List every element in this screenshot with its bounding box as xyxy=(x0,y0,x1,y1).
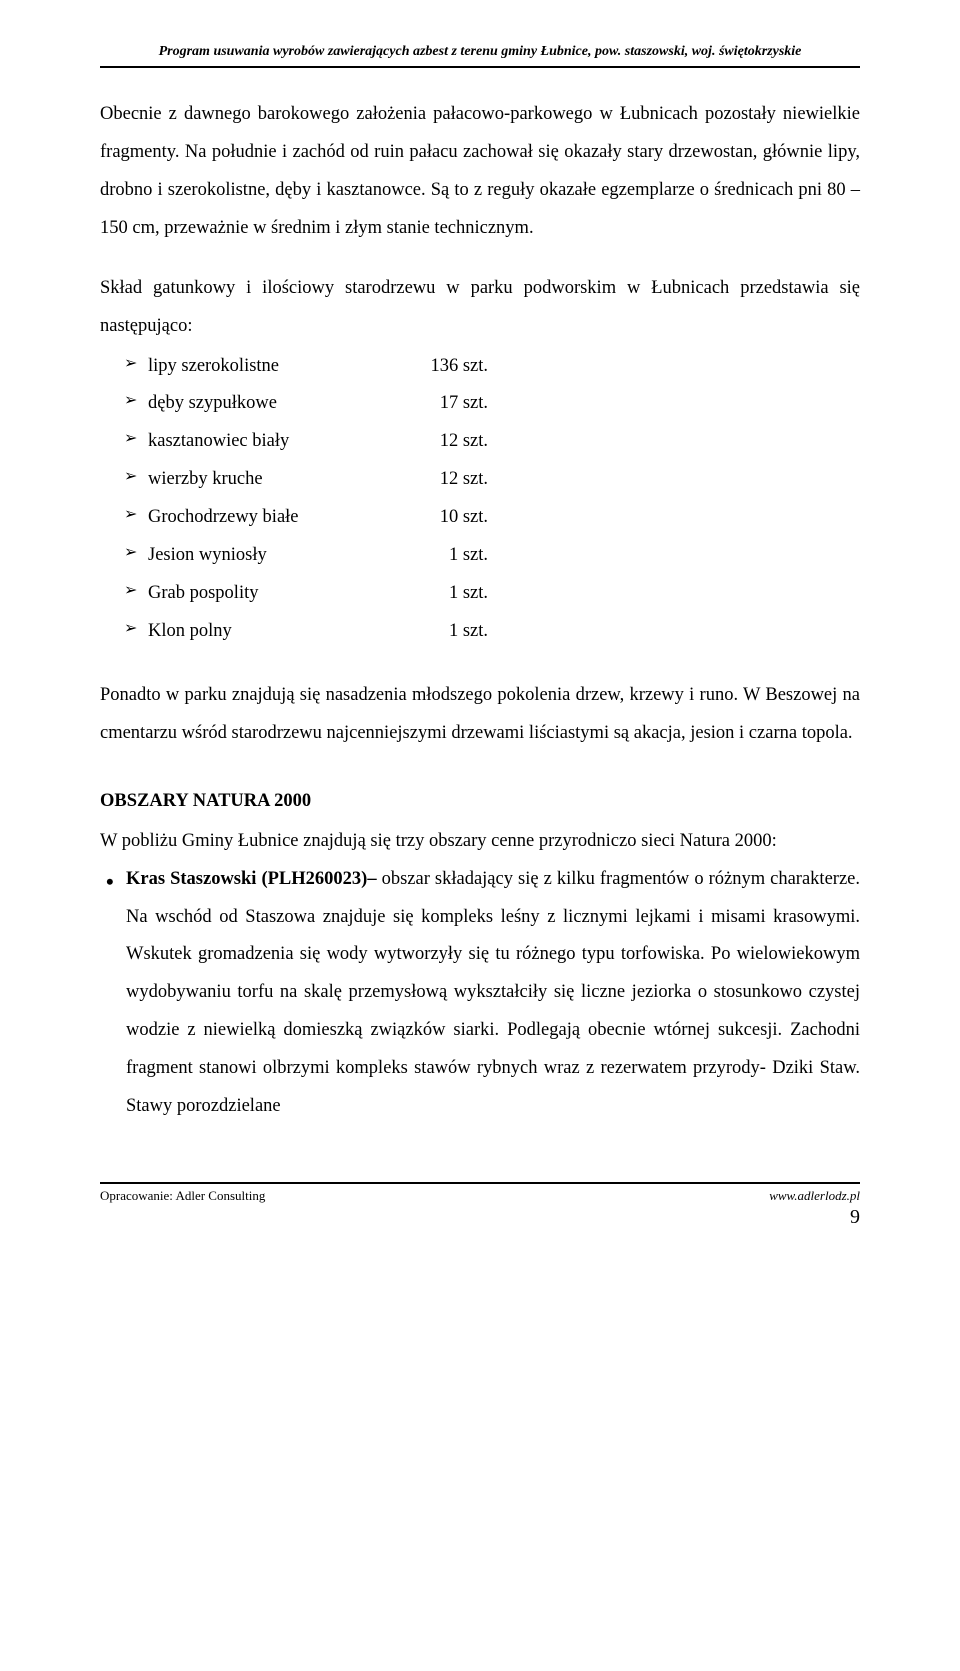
page-footer: Opracowanie: Adler Consulting www.adlerl… xyxy=(100,1182,860,1229)
species-list-intro: Skład gatunkowy i ilościowy starodrzewu … xyxy=(100,270,860,346)
list-item: Klon polny1 szt. xyxy=(124,613,860,651)
species-name: kasztanowiec biały xyxy=(148,423,408,461)
list-item: dęby szypułkowe17 szt. xyxy=(124,385,860,423)
paragraph-3: Ponadto w parku znajdują się nasadzenia … xyxy=(100,677,860,753)
natura-item-lead: Kras Staszowski (PLH260023)– xyxy=(126,869,377,889)
species-count: 10 szt. xyxy=(408,499,488,537)
species-name: Klon polny xyxy=(148,613,408,651)
natura-item-text: obszar składający się z kilku fragmentów… xyxy=(126,869,860,1117)
footer-right: www.adlerlodz.pl 9 xyxy=(769,1188,860,1229)
species-list: lipy szerokolistne136 szt. dęby szypułko… xyxy=(124,348,860,651)
footer-credit: Opracowanie: Adler Consulting xyxy=(100,1188,265,1204)
footer-url: www.adlerlodz.pl xyxy=(769,1188,860,1204)
list-item: Grab pospolity1 szt. xyxy=(124,575,860,613)
species-count: 17 szt. xyxy=(408,385,488,423)
document-body: Obecnie z dawnego barokowego założenia p… xyxy=(100,96,860,1126)
list-item: Kras Staszowski (PLH260023)– obszar skła… xyxy=(102,861,860,1126)
species-count: 12 szt. xyxy=(408,423,488,461)
natura-list: Kras Staszowski (PLH260023)– obszar skła… xyxy=(102,861,860,1126)
species-count: 136 szt. xyxy=(408,348,488,386)
list-item: lipy szerokolistne136 szt. xyxy=(124,348,860,386)
document-page: Program usuwania wyrobów zawierających a… xyxy=(0,0,960,1269)
species-name: Jesion wyniosły xyxy=(148,537,408,575)
natura-intro: W pobliżu Gminy Łubnice znajdują się trz… xyxy=(100,823,860,861)
list-item: wierzby kruche12 szt. xyxy=(124,461,860,499)
species-count: 1 szt. xyxy=(408,613,488,651)
list-item: Grochodrzewy białe10 szt. xyxy=(124,499,860,537)
species-count: 12 szt. xyxy=(408,461,488,499)
paragraph-1: Obecnie z dawnego barokowego założenia p… xyxy=(100,96,860,248)
species-name: Grab pospolity xyxy=(148,575,408,613)
species-name: lipy szerokolistne xyxy=(148,348,408,386)
header-text: Program usuwania wyrobów zawierających a… xyxy=(159,44,802,59)
list-item: Jesion wyniosły1 szt. xyxy=(124,537,860,575)
species-count: 1 szt. xyxy=(408,575,488,613)
footer-page-number: 9 xyxy=(769,1206,860,1229)
list-item: kasztanowiec biały12 szt. xyxy=(124,423,860,461)
page-header: Program usuwania wyrobów zawierających a… xyxy=(100,44,860,68)
species-name: wierzby kruche xyxy=(148,461,408,499)
section-heading-natura: OBSZARY NATURA 2000 xyxy=(100,783,860,821)
species-name: dęby szypułkowe xyxy=(148,385,408,423)
species-name: Grochodrzewy białe xyxy=(148,499,408,537)
species-count: 1 szt. xyxy=(408,537,488,575)
